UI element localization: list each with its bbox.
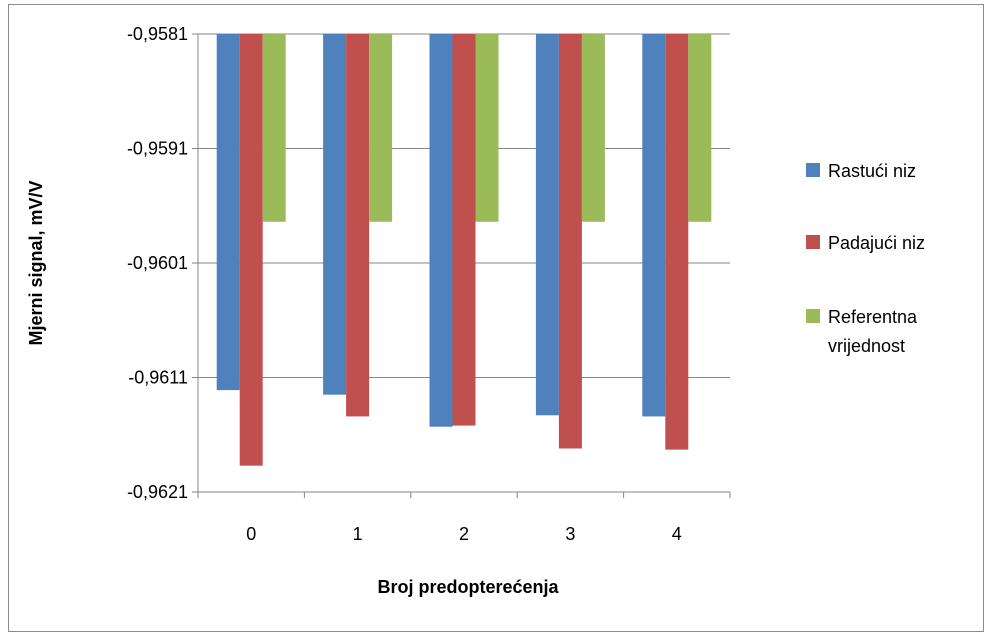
bar <box>239 34 263 466</box>
bar <box>558 34 582 449</box>
bar <box>475 34 499 222</box>
bar <box>262 34 286 222</box>
y-axis-title: Mjerni signal, mV/V <box>26 180 46 345</box>
bar <box>216 34 240 391</box>
axes <box>192 33 731 498</box>
y-tick-labels: -0,9581 -0,9591 -0,9601 -0,9611 -0,9621 <box>127 24 188 502</box>
bar <box>688 34 712 222</box>
legend-label: Referentna vrijednost <box>828 307 918 356</box>
x-tick-labels: 0 1 2 3 4 <box>246 524 682 544</box>
bar <box>429 34 453 427</box>
bar <box>369 34 393 222</box>
bar <box>346 34 370 417</box>
legend-swatch <box>806 163 820 177</box>
bar <box>665 34 689 450</box>
x-tick-label: 0 <box>246 524 256 544</box>
y-tick-label: -0,9601 <box>127 253 188 273</box>
y-tick-label: -0,9621 <box>127 482 188 502</box>
legend-label: Rastući niz <box>828 161 916 181</box>
bar <box>452 34 476 426</box>
x-tick-label: 3 <box>565 524 575 544</box>
legend-swatch <box>806 309 820 323</box>
bar <box>642 34 666 417</box>
x-tick-label: 1 <box>353 524 363 544</box>
x-tick-label: 4 <box>672 524 682 544</box>
legend-swatch <box>806 235 820 249</box>
legend-label: Padajući niz <box>828 233 925 253</box>
y-tick-label: -0,9611 <box>128 368 188 388</box>
x-tick-label: 2 <box>459 524 469 544</box>
bar <box>581 34 605 222</box>
y-tick-label: -0,9581 <box>127 24 188 44</box>
x-axis-title: Broj predopterećenja <box>377 577 559 597</box>
legend: Rastući niz Padajući niz Referentna vrijedn… <box>806 161 925 356</box>
bars <box>216 34 712 466</box>
y-tick-label: -0,9591 <box>127 139 188 159</box>
bar <box>323 34 347 395</box>
bar <box>535 34 559 416</box>
